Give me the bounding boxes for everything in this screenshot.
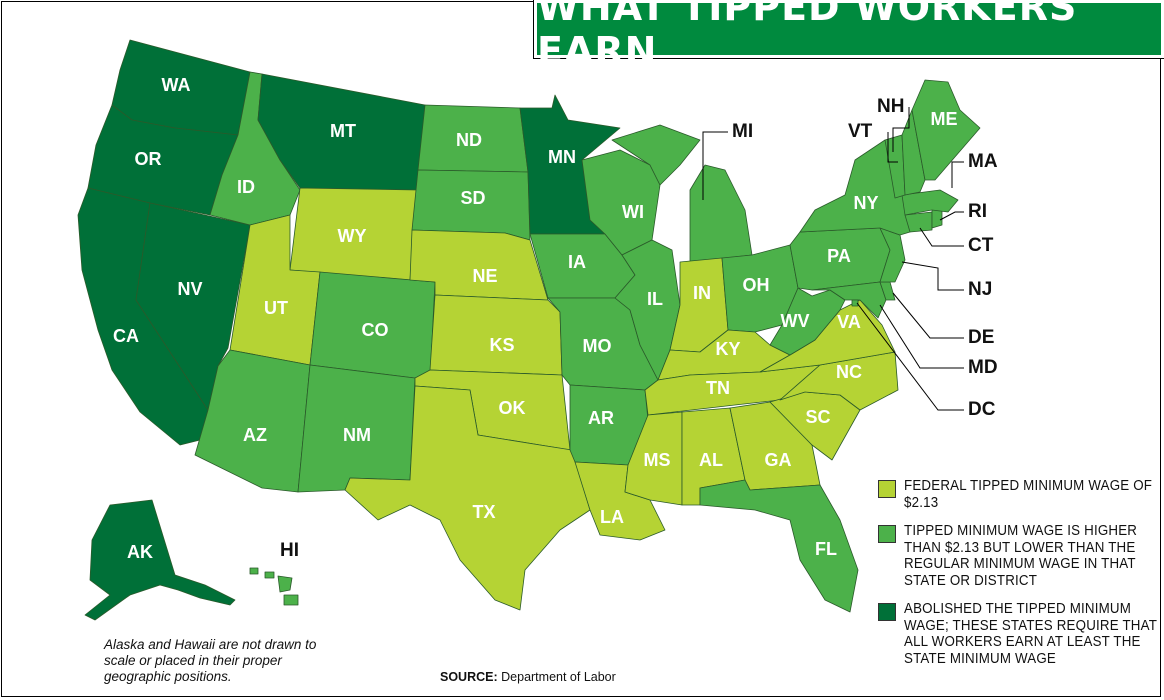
- label-AZ: AZ: [243, 425, 267, 445]
- label-MT: MT: [330, 121, 356, 141]
- label-KS: KS: [489, 335, 514, 355]
- label-WI: WI: [622, 202, 644, 222]
- label-UT: UT: [264, 298, 288, 318]
- label-IA: IA: [568, 252, 586, 272]
- label-WA: WA: [162, 75, 191, 95]
- state-HI: [249, 567, 299, 606]
- label-NM: NM: [343, 425, 371, 445]
- label-ND: ND: [456, 130, 482, 150]
- label-AK: AK: [127, 542, 153, 562]
- label-MN: MN: [548, 147, 576, 167]
- label-NC: NC: [836, 362, 862, 382]
- label-SC: SC: [805, 407, 830, 427]
- label-VT: VT: [848, 121, 873, 142]
- state-CT: [904, 211, 933, 233]
- state-labels: WA OR CA NV ID MT WY UT CO AZ NM ND SD N…: [113, 75, 958, 562]
- label-MS: MS: [644, 450, 671, 470]
- label-LA: LA: [600, 507, 624, 527]
- label-NJ: NJ: [968, 279, 992, 300]
- label-FL: FL: [815, 539, 837, 559]
- label-ID: ID: [237, 177, 255, 197]
- state-TX: [344, 385, 591, 611]
- label-DC: DC: [968, 399, 996, 420]
- label-RI: RI: [968, 201, 987, 222]
- label-GA: GA: [765, 450, 792, 470]
- source-text: Department of Labor: [501, 670, 616, 684]
- state-NJ: [879, 227, 906, 283]
- legend-item-higher: TIPPED MINIMUM WAGE IS HIGHER THAN $2.13…: [876, 523, 1160, 589]
- state-ME: [911, 79, 981, 181]
- legend-label-federal: FEDERAL TIPPED MINIMUM WAGE OF $2.13: [904, 478, 1153, 511]
- label-OH: OH: [743, 275, 770, 295]
- legend-item-federal: FEDERAL TIPPED MINIMUM WAGE OF $2.13: [876, 478, 1160, 511]
- legend-swatch-higher: [878, 525, 896, 543]
- label-NH: NH: [877, 96, 904, 117]
- label-OK: OK: [499, 398, 526, 418]
- source-label: SOURCE:: [440, 670, 498, 684]
- legend-label-abolished: ABOLISHED THE TIPPED MINIMUM WAGE; THESE…: [904, 601, 1157, 667]
- state-FL: [699, 479, 859, 613]
- outside-labels: MI NH VT MA RI CT NJ DE MD DC HI: [280, 96, 998, 561]
- label-AR: AR: [588, 408, 614, 428]
- label-MA: MA: [968, 151, 998, 172]
- state-NH: [901, 109, 926, 196]
- state-AK: [84, 499, 236, 621]
- state-RI: [931, 209, 943, 229]
- title-banner: WHAT TIPPED WORKERS EARN: [533, 0, 1164, 73]
- label-ME: ME: [931, 109, 958, 129]
- legend-swatch-federal: [878, 480, 896, 498]
- label-TX: TX: [472, 502, 495, 522]
- legend-swatch-abolished: [878, 603, 896, 621]
- label-NE: NE: [472, 266, 497, 286]
- source-line: SOURCE: Department of Labor: [440, 670, 616, 684]
- label-HI: HI: [280, 540, 299, 561]
- label-MO: MO: [583, 336, 612, 356]
- label-DE: DE: [968, 327, 994, 348]
- label-AL: AL: [699, 450, 723, 470]
- legend: FEDERAL TIPPED MINIMUM WAGE OF $2.13 TIP…: [876, 478, 1160, 679]
- label-CO: CO: [362, 320, 389, 340]
- map-note: Alaska and Hawaii are not drawn to scale…: [104, 637, 317, 684]
- label-IN: IN: [693, 283, 711, 303]
- label-PA: PA: [827, 246, 851, 266]
- label-SD: SD: [460, 188, 485, 208]
- label-WY: WY: [338, 226, 367, 246]
- map-title: WHAT TIPPED WORKERS EARN: [537, 0, 1078, 73]
- legend-label-higher: TIPPED MINIMUM WAGE IS HIGHER THAN $2.13…: [904, 523, 1138, 589]
- label-TN: TN: [706, 378, 730, 398]
- label-NY: NY: [853, 193, 878, 213]
- label-NV: NV: [177, 279, 202, 299]
- label-OR: OR: [135, 149, 162, 169]
- label-IL: IL: [647, 289, 663, 309]
- label-MD: MD: [968, 357, 998, 378]
- label-MI: MI: [732, 121, 753, 142]
- legend-item-abolished: ABOLISHED THE TIPPED MINIMUM WAGE; THESE…: [876, 601, 1160, 667]
- label-VA: VA: [837, 312, 861, 332]
- state-MA: [901, 189, 959, 216]
- label-CA: CA: [113, 326, 139, 346]
- label-KY: KY: [715, 339, 740, 359]
- label-CT: CT: [968, 235, 994, 256]
- state-DC: [851, 299, 859, 307]
- state-NC: [779, 351, 899, 411]
- label-WV: WV: [781, 311, 810, 331]
